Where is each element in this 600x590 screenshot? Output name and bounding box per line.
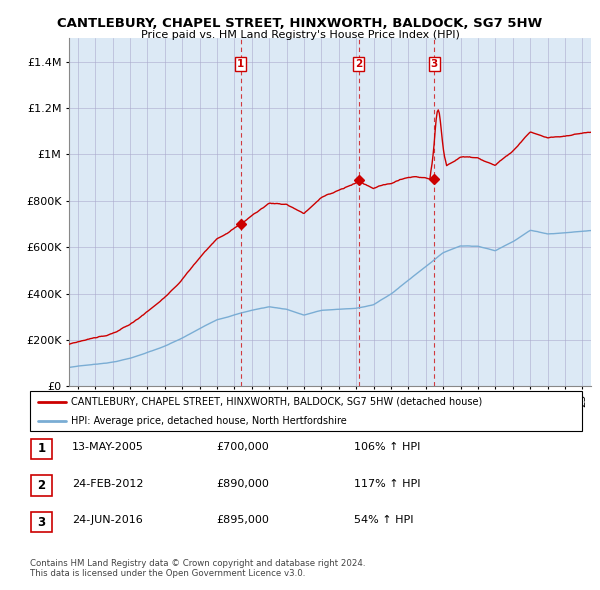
Text: 24-FEB-2012: 24-FEB-2012	[72, 479, 143, 489]
Text: Price paid vs. HM Land Registry's House Price Index (HPI): Price paid vs. HM Land Registry's House …	[140, 30, 460, 40]
Text: 106% ↑ HPI: 106% ↑ HPI	[354, 442, 421, 452]
Text: 2: 2	[355, 59, 362, 69]
Text: £890,000: £890,000	[216, 479, 269, 489]
Text: HPI: Average price, detached house, North Hertfordshire: HPI: Average price, detached house, Nort…	[71, 416, 347, 425]
Text: 1: 1	[37, 442, 46, 455]
Text: 3: 3	[430, 59, 437, 69]
Text: 24-JUN-2016: 24-JUN-2016	[72, 516, 143, 525]
Text: 117% ↑ HPI: 117% ↑ HPI	[354, 479, 421, 489]
Text: This data is licensed under the Open Government Licence v3.0.: This data is licensed under the Open Gov…	[30, 569, 305, 578]
Text: Contains HM Land Registry data © Crown copyright and database right 2024.: Contains HM Land Registry data © Crown c…	[30, 559, 365, 568]
Text: CANTLEBURY, CHAPEL STREET, HINXWORTH, BALDOCK, SG7 5HW (detached house): CANTLEBURY, CHAPEL STREET, HINXWORTH, BA…	[71, 397, 482, 407]
Text: 1: 1	[237, 59, 244, 69]
Text: £700,000: £700,000	[216, 442, 269, 452]
Text: 13-MAY-2005: 13-MAY-2005	[72, 442, 144, 452]
Text: 2: 2	[37, 479, 46, 492]
Text: 54% ↑ HPI: 54% ↑ HPI	[354, 516, 413, 525]
Text: 3: 3	[37, 516, 46, 529]
Text: CANTLEBURY, CHAPEL STREET, HINXWORTH, BALDOCK, SG7 5HW: CANTLEBURY, CHAPEL STREET, HINXWORTH, BA…	[58, 17, 542, 30]
Text: £895,000: £895,000	[216, 516, 269, 525]
